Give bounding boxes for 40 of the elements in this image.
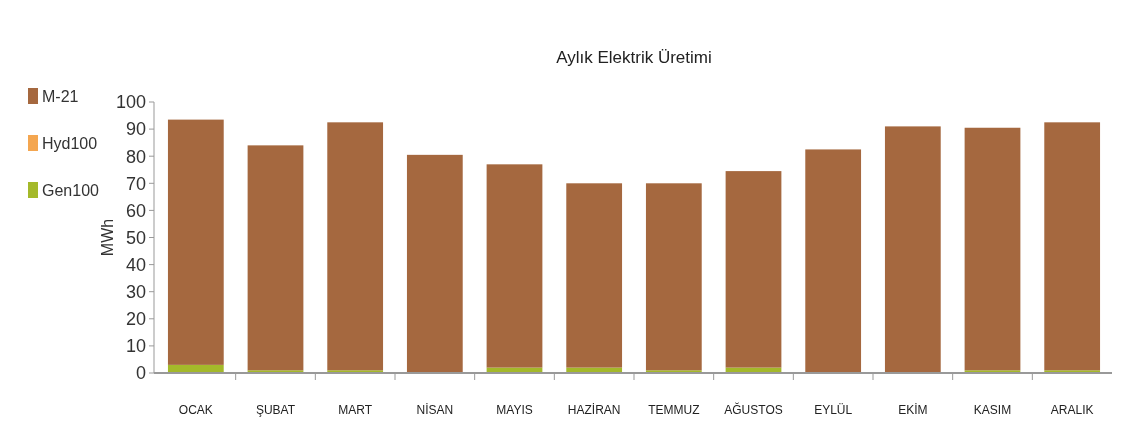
x-tick-label: NİSAN bbox=[416, 403, 454, 417]
legend-label: Hyd100 bbox=[42, 134, 98, 152]
bar bbox=[884, 126, 941, 373]
x-tick-label: EYLÜL bbox=[814, 403, 853, 417]
bar bbox=[725, 171, 782, 368]
bar bbox=[167, 119, 224, 365]
y-tick-label: 10 bbox=[125, 336, 146, 357]
legend-label: Gen100 bbox=[42, 181, 100, 199]
x-tick-label: MART bbox=[338, 403, 373, 417]
y-tick-label: 100 bbox=[115, 92, 146, 113]
bar bbox=[406, 154, 463, 373]
y-tick-label: 50 bbox=[125, 227, 146, 248]
y-tick-label: 0 bbox=[135, 363, 146, 384]
bar bbox=[1044, 122, 1101, 371]
bar bbox=[486, 164, 543, 368]
bar bbox=[964, 127, 1021, 371]
chart-title: Aylık Elektrik Üretimi bbox=[556, 48, 712, 67]
x-tick-label: OCAK bbox=[178, 403, 213, 417]
legend-label: M-21 bbox=[42, 87, 79, 105]
x-tick-label: MAYIS bbox=[496, 403, 533, 417]
y-tick-label: 60 bbox=[125, 200, 146, 221]
x-tick-label: AĞUSTOS bbox=[724, 402, 783, 417]
x-tick-label: EKİM bbox=[898, 403, 928, 417]
y-tick-label: 70 bbox=[125, 173, 146, 194]
bar bbox=[566, 183, 623, 368]
x-tick-label: TEMMUZ bbox=[648, 403, 700, 417]
y-axis-title: MWh bbox=[99, 218, 116, 257]
bar bbox=[327, 122, 384, 371]
y-tick-label: 20 bbox=[125, 309, 146, 330]
y-tick-label: 90 bbox=[125, 119, 146, 140]
bar bbox=[247, 145, 304, 371]
bar bbox=[645, 183, 702, 371]
y-tick-label: 30 bbox=[125, 282, 146, 302]
y-tick-label: 40 bbox=[125, 254, 146, 275]
x-tick-label: HAZİRAN bbox=[567, 403, 621, 417]
x-tick-label: KASIM bbox=[973, 403, 1012, 417]
x-tick-label: ARALIK bbox=[1050, 403, 1094, 417]
bar bbox=[805, 149, 862, 373]
x-tick-label: ŞUBAT bbox=[255, 403, 296, 417]
y-tick-label: 80 bbox=[125, 146, 146, 167]
